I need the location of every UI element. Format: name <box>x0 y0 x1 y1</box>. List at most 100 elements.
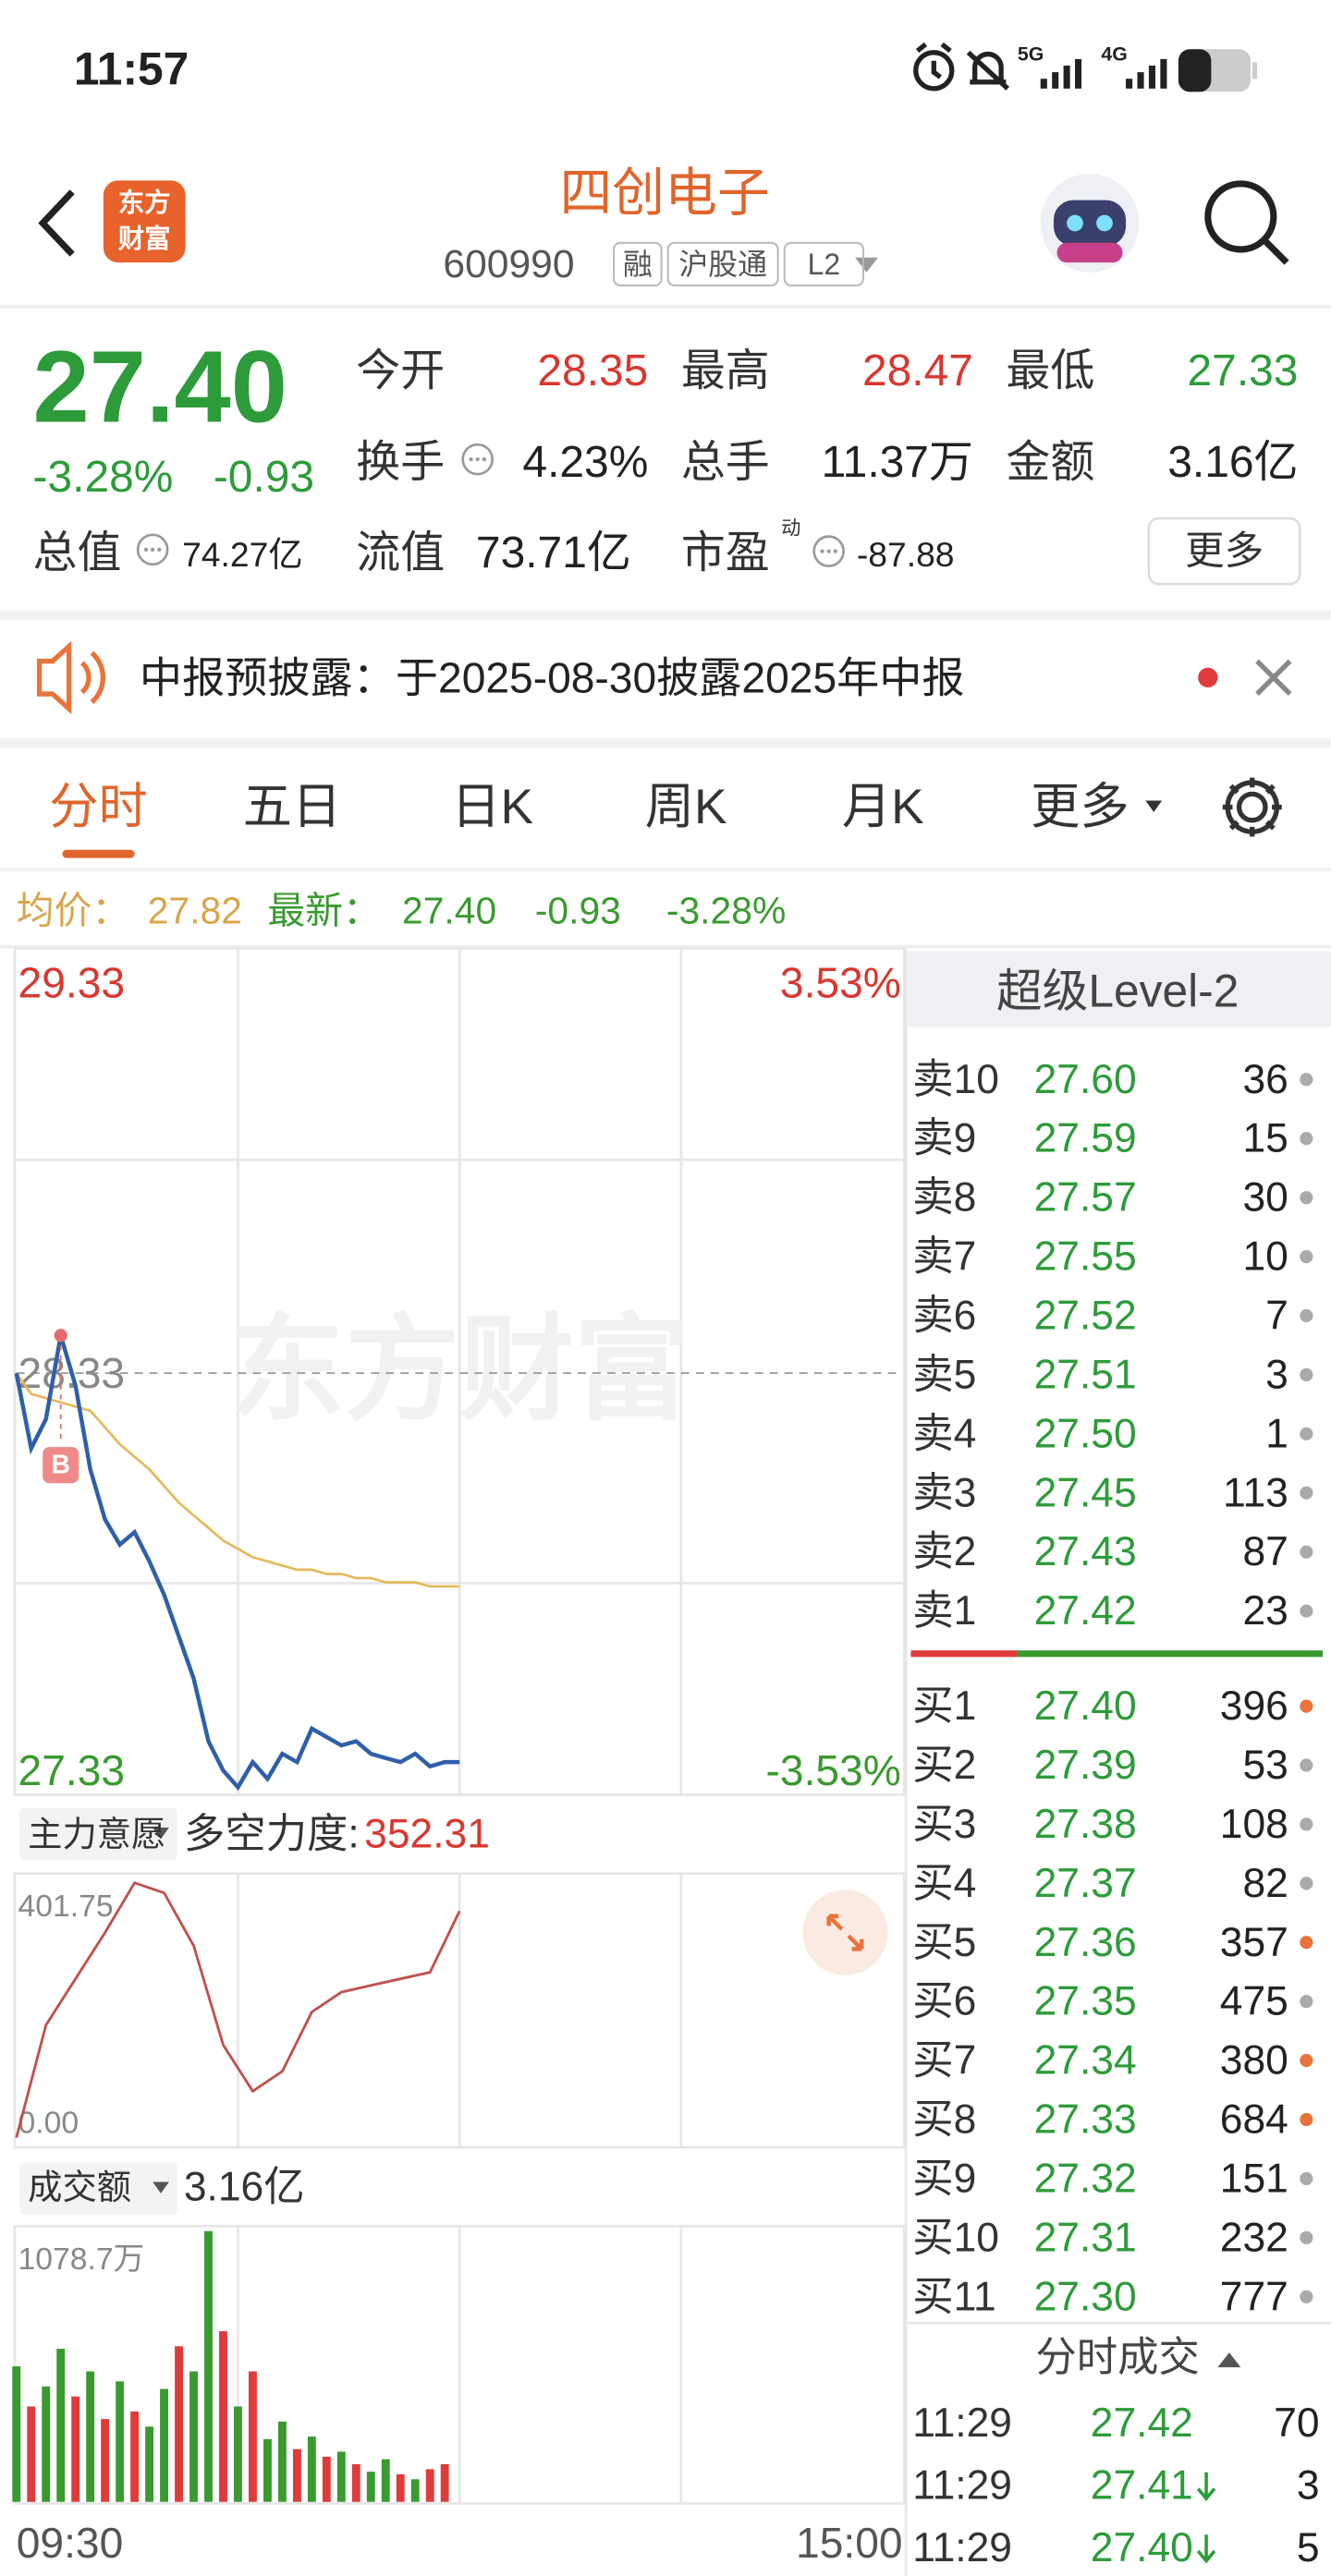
order-volume: 23 <box>1242 1588 1288 1634</box>
field-label: 金额 <box>1006 438 1094 487</box>
order-dot <box>1300 1545 1313 1559</box>
trade-price: 27.40 <box>1091 2525 1193 2570</box>
tab[interactable]: 更多 <box>1031 780 1130 834</box>
order-price: 27.40 <box>1034 1683 1137 1729</box>
y-tick-label: 401.75 <box>18 1889 114 1924</box>
field-value: 3.16亿 <box>1167 438 1298 487</box>
more-button[interactable] <box>1147 516 1301 586</box>
tab[interactable]: 周K <box>645 780 727 834</box>
field-label: 今开 <box>356 346 445 395</box>
code-dropdown[interactable] <box>855 257 878 273</box>
order-level: 买9 <box>912 2156 976 2201</box>
status-time: 11:57 <box>74 43 189 95</box>
field-value: 4.23% <box>522 438 648 487</box>
field-value: 28.35 <box>537 346 648 395</box>
status-icons <box>913 42 1010 91</box>
order-volume: 53 <box>1242 1743 1288 1788</box>
speaker-icon <box>36 640 106 715</box>
tab[interactable]: 五日 <box>243 780 342 834</box>
last-price: 27.40 <box>33 331 287 444</box>
volume-bar <box>277 2421 287 2502</box>
order-level: 卖7 <box>912 1234 976 1280</box>
network-label: 5G <box>1018 43 1044 66</box>
order-price: 27.50 <box>1034 1411 1137 1456</box>
order-dot <box>1300 1308 1313 1323</box>
order-volume: 232 <box>1220 2215 1288 2260</box>
price-line <box>14 1334 460 1792</box>
tab[interactable]: 分时 <box>49 780 148 834</box>
order-book-title: 超级Level-2 <box>996 965 1239 1016</box>
volume-bar <box>71 2396 80 2502</box>
trade-price: 27.42 <box>1091 2400 1193 2446</box>
indicator-line <box>15 1881 461 2138</box>
volume-bar <box>351 2464 360 2502</box>
close-button[interactable] <box>1255 659 1292 696</box>
order-volume: 36 <box>1242 1057 1288 1102</box>
info-icon-dot <box>475 457 480 462</box>
stock-name: 四创电子 <box>560 164 770 223</box>
field-label: 最低 <box>1006 346 1094 395</box>
expand-button[interactable] <box>802 1889 888 1975</box>
volume-bar <box>160 2388 169 2502</box>
latest-change: -0.93 <box>535 889 621 931</box>
order-book-split <box>910 1650 1018 1658</box>
trade-volume: 70 <box>1274 2400 1319 2446</box>
field-label: 总手 <box>681 438 770 487</box>
order-dot <box>1300 1936 1313 1950</box>
order-level: 卖2 <box>912 1529 976 1574</box>
info-icon-dot <box>469 457 473 462</box>
order-book-header <box>907 951 1331 1027</box>
order-dot <box>1300 1132 1313 1146</box>
avatar[interactable] <box>1040 174 1140 273</box>
info-icon <box>136 533 169 566</box>
order-level: 买2 <box>912 1743 976 1788</box>
trades-toggle[interactable] <box>1217 2352 1241 2368</box>
info-icon <box>812 535 845 567</box>
order-level: 卖6 <box>912 1294 976 1339</box>
app-logo <box>103 180 186 263</box>
latest-value: 27.40 <box>402 889 496 931</box>
order-level: 买1 <box>912 1683 976 1729</box>
volume-bar <box>56 2349 66 2502</box>
volume-bar <box>175 2346 183 2502</box>
battery <box>1178 49 1258 92</box>
field-sup: 动 <box>781 517 800 540</box>
order-price: 27.45 <box>1034 1470 1137 1515</box>
tab[interactable]: 月K <box>842 780 924 834</box>
volume-bar <box>12 2366 21 2502</box>
order-volume: 151 <box>1220 2156 1288 2201</box>
volume-bar <box>381 2459 390 2502</box>
trade-price: 27.41 <box>1091 2462 1193 2508</box>
order-dot <box>1300 1995 1313 2009</box>
latest-change-pct: -3.28% <box>666 889 786 931</box>
order-dot <box>1300 1191 1313 1205</box>
order-volume: 30 <box>1242 1175 1288 1221</box>
tag: 沪股通 <box>678 248 767 281</box>
order-volume: 684 <box>1220 2097 1288 2143</box>
order-dot <box>1300 1877 1313 1890</box>
info-icon-dot <box>143 547 149 552</box>
settings-button[interactable] <box>1222 777 1282 837</box>
indicator-selector[interactable] <box>19 1807 177 1861</box>
divider <box>0 610 1331 621</box>
indicator-selector[interactable] <box>19 2162 177 2216</box>
tab[interactable]: 日K <box>451 780 533 834</box>
volume-bar <box>234 2406 242 2502</box>
tab-dropdown[interactable] <box>1145 800 1163 812</box>
tab-underline <box>62 849 135 858</box>
order-price: 27.43 <box>1034 1529 1137 1574</box>
order-dot <box>1300 2230 1313 2244</box>
back-button[interactable] <box>38 189 75 257</box>
volume-bar <box>86 2371 95 2502</box>
trade-volume: 5 <box>1297 2525 1320 2570</box>
volume-bar <box>145 2426 154 2502</box>
order-level: 卖8 <box>912 1175 976 1221</box>
order-price: 27.51 <box>1034 1352 1137 1397</box>
field-value: -87.88 <box>857 535 955 574</box>
search-button[interactable] <box>1204 180 1289 265</box>
order-price: 27.30 <box>1034 2274 1137 2319</box>
order-dot <box>1300 2054 1313 2068</box>
change-pct: -3.28% <box>33 453 174 502</box>
order-level: 买11 <box>912 2274 995 2319</box>
volume-bar <box>322 2456 331 2502</box>
